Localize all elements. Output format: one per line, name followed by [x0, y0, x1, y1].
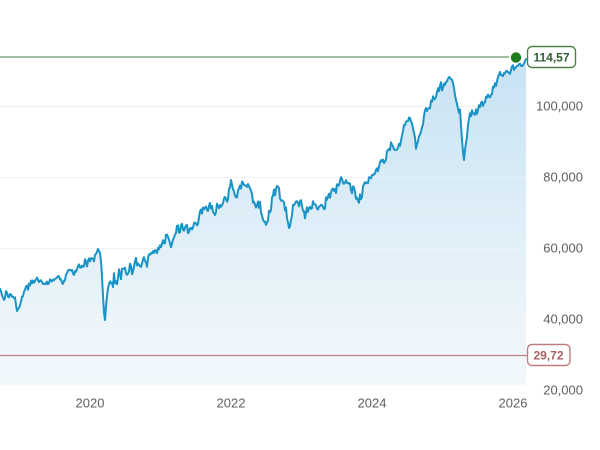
svg-text:2024: 2024 [358, 396, 387, 411]
svg-text:60,000: 60,000 [543, 241, 583, 256]
svg-text:40,000: 40,000 [543, 312, 583, 327]
svg-text:29,72: 29,72 [533, 349, 563, 363]
svg-text:100,000: 100,000 [536, 99, 583, 114]
svg-text:20,000: 20,000 [543, 383, 583, 398]
svg-text:114,57: 114,57 [533, 51, 569, 65]
svg-text:2026: 2026 [499, 396, 528, 411]
svg-text:2020: 2020 [76, 396, 105, 411]
svg-text:80,000: 80,000 [543, 170, 583, 185]
svg-text:2022: 2022 [217, 396, 246, 411]
